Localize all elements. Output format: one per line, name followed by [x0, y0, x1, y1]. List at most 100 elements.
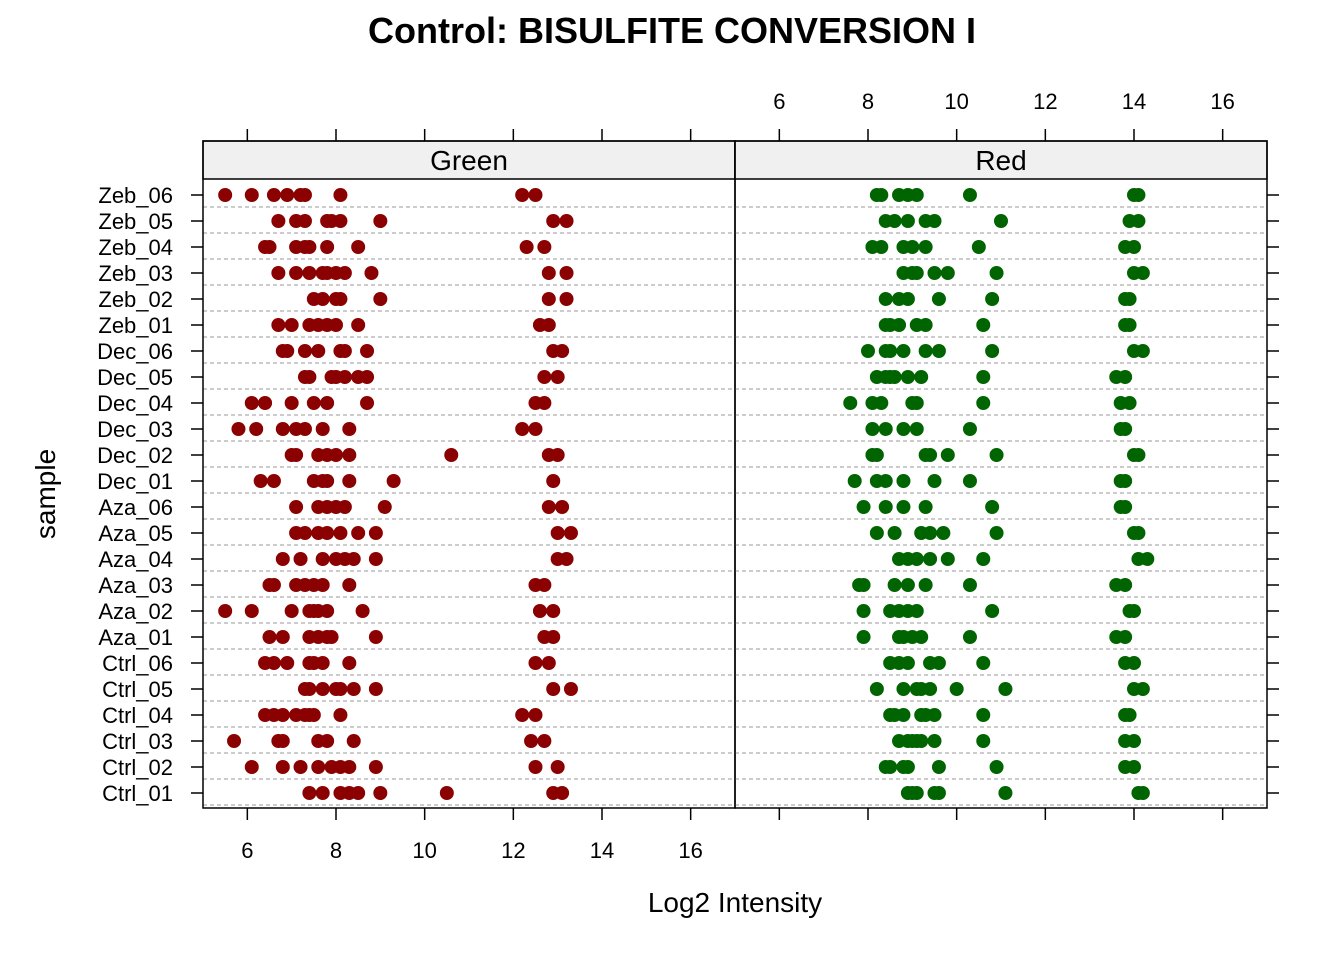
row-label-Aza_03: Aza_03	[98, 573, 173, 598]
point-green-Aza_02	[532, 604, 547, 618]
point-red-Zeb_01	[918, 318, 933, 332]
point-green-Dec_02	[329, 448, 343, 462]
point-green-Ctrl_03	[524, 734, 539, 748]
point-green-Dec_06	[297, 344, 312, 358]
strip-label-green: Green	[430, 145, 508, 176]
point-red-Aza_01	[856, 630, 871, 644]
point-green-Aza_04	[293, 552, 308, 566]
point-red-Ctrl_04	[976, 708, 991, 722]
point-green-Zeb_02	[559, 292, 574, 306]
point-red-Ctrl_05	[869, 682, 884, 696]
point-green-Aza_06	[555, 500, 570, 514]
point-green-Aza_06	[289, 500, 304, 514]
point-green-Ctrl_03	[320, 734, 335, 748]
point-red-Aza_06	[1118, 500, 1133, 514]
point-green-Ctrl_05	[315, 682, 330, 696]
point-green-Ctrl_05	[368, 682, 383, 696]
x-tick-label: 16	[678, 838, 702, 863]
y-axis-label: sample	[30, 449, 61, 539]
row-label-Dec_06: Dec_06	[97, 339, 173, 364]
point-red-Ctrl_05	[1135, 682, 1150, 696]
row-label-Dec_01: Dec_01	[97, 469, 173, 494]
point-red-Zeb_05	[994, 214, 1008, 228]
point-red-Zeb_04	[971, 240, 986, 254]
point-red-Ctrl_02	[1127, 760, 1141, 774]
point-red-Aza_01	[962, 630, 977, 644]
point-green-Ctrl_03	[537, 734, 552, 748]
point-red-Zeb_02	[900, 292, 915, 306]
x-axis-label: Log2 Intensity	[648, 887, 822, 918]
row-label-Dec_04: Dec_04	[97, 391, 173, 416]
point-green-Ctrl_03	[227, 734, 242, 748]
point-green-Ctrl_04	[333, 708, 348, 722]
x-tick-label: 14	[1122, 89, 1146, 114]
point-green-Dec_06	[360, 344, 375, 358]
point-red-Zeb_02	[878, 292, 893, 306]
x-tick-label: 14	[590, 838, 614, 863]
row-label-Dec_03: Dec_03	[97, 417, 173, 442]
point-green-Aza_05	[297, 526, 312, 540]
point-green-Dec_01	[546, 474, 561, 488]
x-tick-label: 16	[1210, 89, 1234, 114]
point-green-Zeb_01	[541, 318, 556, 332]
point-green-Zeb_04	[320, 240, 335, 254]
point-green-Dec_05	[537, 370, 552, 384]
row-label-Ctrl_06: Ctrl_06	[102, 651, 173, 676]
point-green-Zeb_05	[297, 214, 312, 228]
point-red-Dec_05	[914, 370, 929, 384]
point-red-Aza_05	[923, 526, 938, 540]
point-green-Dec_03	[231, 422, 246, 436]
point-red-Aza_02	[985, 604, 1000, 618]
point-red-Dec_04	[1122, 396, 1137, 410]
point-green-Dec_04	[258, 396, 273, 410]
point-red-Dec_04	[843, 396, 858, 410]
point-red-Dec_02	[869, 448, 884, 462]
point-green-Zeb_05	[271, 214, 286, 228]
point-red-Zeb_05	[1131, 214, 1146, 228]
point-green-Dec_01	[320, 474, 335, 488]
point-red-Dec_06	[985, 344, 1000, 358]
point-red-Aza_05	[1131, 526, 1146, 540]
point-green-Ctrl_04	[515, 708, 530, 722]
point-green-Zeb_04	[537, 240, 552, 254]
point-green-Dec_04	[244, 396, 259, 410]
point-green-Zeb_01	[351, 318, 366, 332]
point-green-Ctrl_06	[541, 656, 556, 670]
point-green-Dec_05	[337, 370, 352, 384]
point-green-Ctrl_03	[346, 734, 361, 748]
point-green-Ctrl_01	[439, 786, 454, 800]
point-red-Aza_03	[856, 578, 871, 592]
x-tick-label: 10	[412, 838, 436, 863]
point-red-Aza_01	[1118, 630, 1133, 644]
point-green-Aza_05	[368, 526, 383, 540]
point-red-Aza_06	[856, 500, 871, 514]
point-green-Aza_05	[563, 526, 578, 540]
point-green-Aza_03	[266, 578, 281, 592]
point-red-Dec_01	[896, 474, 911, 488]
point-green-Aza_02	[284, 604, 299, 618]
point-green-Zeb_06	[244, 188, 259, 202]
point-green-Dec_02	[550, 448, 565, 462]
panel-red	[734, 140, 1268, 809]
point-green-Zeb_02	[333, 292, 348, 306]
point-red-Dec_03	[1118, 422, 1133, 436]
point-green-Zeb_06	[280, 188, 295, 202]
point-red-Dec_01	[878, 474, 893, 488]
point-green-Aza_01	[368, 630, 383, 644]
point-red-Dec_05	[976, 370, 991, 384]
x-tick-label: 10	[944, 89, 968, 114]
x-tick-label: 12	[1033, 89, 1057, 114]
point-green-Ctrl_01	[351, 786, 366, 800]
point-red-Aza_06	[918, 500, 933, 514]
point-red-Aza_03	[918, 578, 933, 592]
point-red-Ctrl_03	[927, 734, 942, 748]
point-green-Ctrl_02	[528, 760, 543, 774]
point-red-Ctrl_02	[931, 760, 946, 774]
row-label-Dec_02: Dec_02	[97, 443, 173, 468]
point-green-Ctrl_01	[555, 786, 570, 800]
panel-green	[202, 140, 736, 809]
point-green-Aza_01	[262, 630, 277, 644]
point-green-Ctrl_02	[342, 760, 357, 774]
point-red-Dec_06	[896, 344, 911, 358]
point-red-Aza_03	[962, 578, 977, 592]
